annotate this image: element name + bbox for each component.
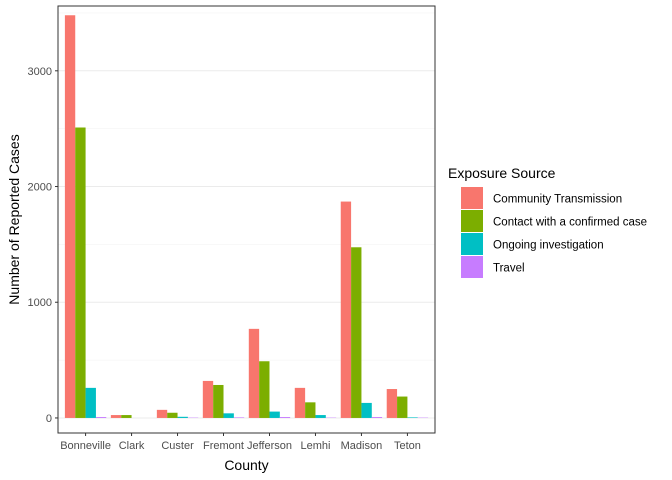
y-axis-title: Number of Reported Cases bbox=[6, 134, 22, 304]
x-tick-label: Fremont bbox=[203, 440, 244, 452]
legend-label: Travel bbox=[493, 263, 525, 275]
x-tick-label: Lemhi bbox=[300, 440, 330, 452]
bar bbox=[371, 417, 383, 418]
bar bbox=[213, 384, 224, 418]
bar bbox=[167, 412, 178, 418]
x-axis: Bonneville Clark Custer Fremont Jefferson Lem… bbox=[60, 433, 421, 452]
bar bbox=[315, 415, 326, 418]
bar bbox=[156, 409, 168, 418]
y-tick-label: 1000 bbox=[28, 297, 52, 309]
x-axis-title: County bbox=[224, 457, 268, 473]
bar bbox=[407, 417, 418, 418]
legend-key bbox=[461, 256, 483, 278]
bar bbox=[75, 127, 86, 418]
x-tick-label: Madison bbox=[341, 440, 383, 452]
bar bbox=[361, 402, 372, 418]
bar bbox=[202, 380, 214, 418]
bar bbox=[294, 387, 306, 418]
legend-label: Community Transmission bbox=[493, 194, 622, 206]
y-tick-label: 3000 bbox=[28, 66, 52, 78]
x-tick-label: Jefferson bbox=[247, 440, 292, 452]
bar bbox=[177, 416, 188, 418]
bar bbox=[340, 201, 352, 418]
bar bbox=[64, 15, 76, 418]
y-tick-label: 0 bbox=[46, 413, 52, 425]
bar bbox=[269, 411, 280, 418]
x-tick-label: Custer bbox=[161, 440, 194, 452]
bar bbox=[85, 387, 96, 418]
legend: Exposure Source Community Transmission Co… bbox=[448, 165, 647, 278]
bar bbox=[233, 417, 245, 418]
legend-key bbox=[461, 233, 483, 255]
y-tick-label: 2000 bbox=[28, 182, 52, 194]
legend-key bbox=[461, 187, 483, 209]
bar bbox=[279, 417, 291, 418]
bars bbox=[64, 15, 429, 418]
bar bbox=[110, 415, 122, 418]
x-tick-label: Teton bbox=[394, 440, 421, 452]
bar bbox=[248, 328, 260, 418]
bar bbox=[121, 415, 132, 418]
y-axis: 0 1000 2000 3000 bbox=[28, 66, 58, 425]
legend-label: Ongoing investigation bbox=[493, 240, 604, 252]
x-tick-label: Bonneville bbox=[60, 440, 111, 452]
legend-key bbox=[461, 210, 483, 232]
bar bbox=[259, 361, 270, 418]
bar bbox=[397, 396, 408, 418]
x-tick-label: Clark bbox=[119, 440, 145, 452]
legend-label: Contact with a confirmed case bbox=[493, 217, 647, 229]
bar bbox=[223, 413, 234, 418]
bar bbox=[351, 247, 362, 418]
bar bbox=[305, 402, 316, 418]
bar bbox=[386, 389, 398, 418]
plot-panel bbox=[58, 6, 435, 433]
legend-title: Exposure Source bbox=[448, 165, 556, 181]
bar bbox=[95, 417, 107, 418]
plot-border bbox=[57, 5, 436, 434]
